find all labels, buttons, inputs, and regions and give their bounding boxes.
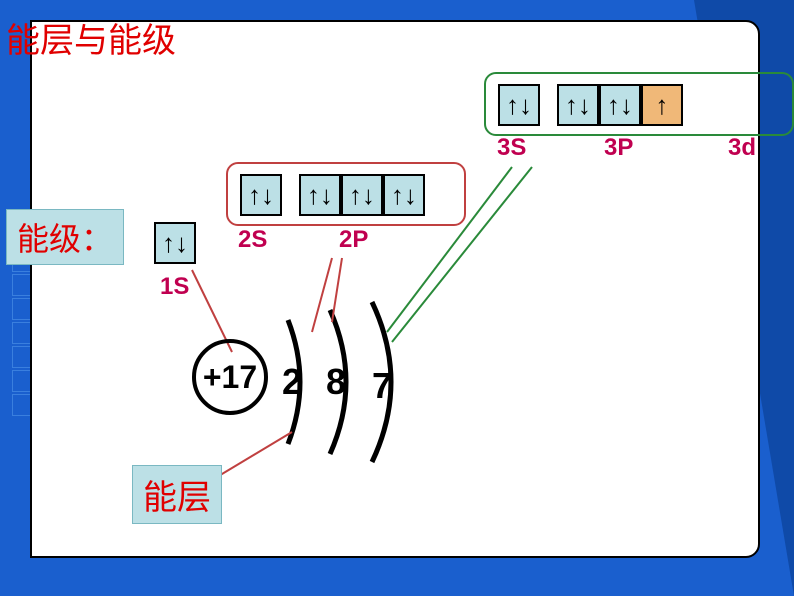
atom-diagram: +17 2 8 7 (192, 317, 452, 477)
shell-2-count: 8 (326, 361, 346, 403)
level2-callout: ↑↓ ↑↓↑↓↑↓ (226, 162, 466, 226)
level1-group: ↑↓ (154, 222, 196, 264)
orbital-2p-2: ↑↓ (341, 174, 383, 216)
energy-layer-label: 能层 (132, 465, 222, 524)
shell-3-count: 7 (372, 365, 392, 407)
orbital-3s: ↑↓ (498, 84, 540, 126)
label-3s: 3S (497, 134, 526, 162)
label-2s: 2S (238, 226, 267, 254)
energy-level-label: 能级： (6, 209, 124, 265)
label-3d: 3d (728, 134, 756, 162)
nucleus: +17 (192, 339, 268, 415)
orbital-3p-2: ↑↓ (599, 84, 641, 126)
label-2p: 2P (339, 226, 368, 254)
label-1s: 1S (160, 273, 189, 301)
slide-title: 能层与能级 (6, 13, 176, 62)
orbital-2p-3: ↑↓ (383, 174, 425, 216)
level3-callout: ↑↓ ↑↓↑↓↑ (484, 72, 794, 136)
orbital-3p-1: ↑↓ (557, 84, 599, 126)
shell-1-count: 2 (282, 361, 302, 403)
orbital-1s: ↑↓ (154, 222, 196, 264)
label-3p: 3P (604, 134, 633, 162)
orbital-2p-1: ↑↓ (299, 174, 341, 216)
orbital-2s: ↑↓ (240, 174, 282, 216)
orbital-3p-3: ↑ (641, 84, 683, 126)
